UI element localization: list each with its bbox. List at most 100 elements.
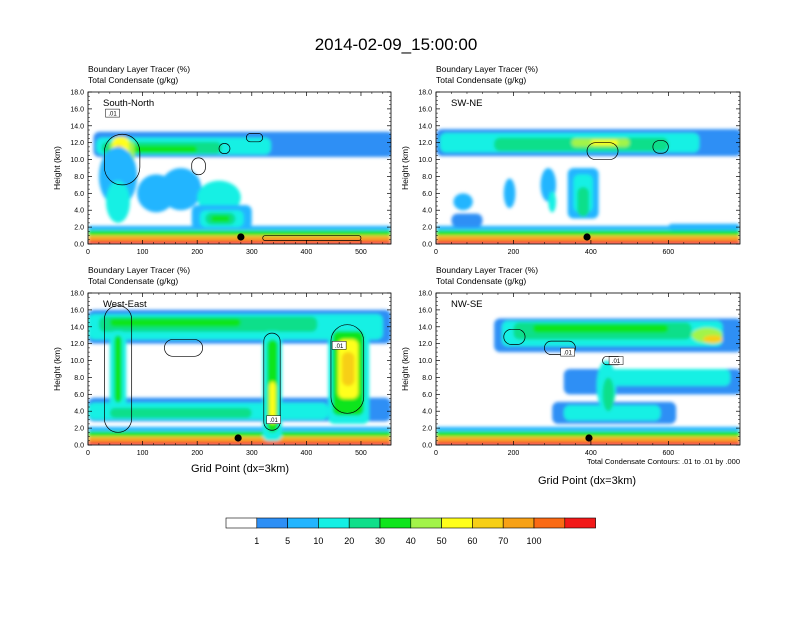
legend-label: 1 xyxy=(254,536,259,546)
y-tick-label: 4.0 xyxy=(422,409,432,416)
location-marker xyxy=(234,434,242,442)
field-blob xyxy=(114,335,122,403)
legend-swatch xyxy=(379,517,412,529)
legend-label: 5 xyxy=(285,536,290,546)
y-tick-label: 4.0 xyxy=(422,208,432,215)
contour-line xyxy=(544,340,576,355)
contour-line xyxy=(218,143,231,154)
field-blob xyxy=(436,441,740,445)
contour-line xyxy=(104,133,141,186)
field-blob xyxy=(548,191,557,213)
legend-label: 30 xyxy=(375,536,385,546)
contour-line xyxy=(245,133,264,143)
y-tick-label: 16.0 xyxy=(418,307,432,314)
field-blob xyxy=(106,180,131,223)
y-tick-label: 0.0 xyxy=(422,443,432,450)
y-tick-label: 18.0 xyxy=(70,90,84,97)
contour-label: .01 xyxy=(335,344,344,350)
contour-label-box xyxy=(105,108,120,118)
x-tick-label: 300 xyxy=(246,249,258,256)
y-tick-label: 10.0 xyxy=(70,358,84,365)
y-tick-label: 0.0 xyxy=(74,242,84,249)
x-axis-label-right: Grid Point (dx=3km) xyxy=(538,475,636,487)
field-blob xyxy=(563,405,661,421)
panel-title-line1: Boundary Layer Tracer (%) xyxy=(436,64,538,74)
y-tick-label: 12.0 xyxy=(70,140,84,147)
x-tick-label: 0 xyxy=(86,450,90,457)
contours: .01 xyxy=(104,108,362,241)
field-blob xyxy=(598,369,731,386)
y-tick-label: 6.0 xyxy=(74,191,84,198)
y-tick-label: 4.0 xyxy=(74,208,84,215)
field-blob xyxy=(88,441,391,445)
legend-label: 70 xyxy=(498,536,508,546)
field-blob xyxy=(269,381,276,424)
contour-label-box xyxy=(266,415,281,424)
field-blob xyxy=(668,223,740,231)
legend-swatch xyxy=(533,517,566,529)
filled-field xyxy=(88,293,391,445)
field-blob xyxy=(88,230,391,236)
y-tick-label: 14.0 xyxy=(70,123,84,130)
contour-line xyxy=(330,324,365,414)
field-blob xyxy=(436,426,740,432)
location-marker xyxy=(585,434,593,442)
field-blob xyxy=(341,352,355,386)
y-tick-label: 8.0 xyxy=(74,375,84,382)
x-tick-label: 300 xyxy=(246,450,258,457)
y-axis-label: Height (km) xyxy=(52,146,62,190)
field-blob xyxy=(451,213,483,228)
filled-field xyxy=(436,293,740,445)
x-tick-label: 200 xyxy=(508,450,520,457)
x-tick-label: 200 xyxy=(191,450,203,457)
contour-line xyxy=(263,332,281,431)
contour-label-box xyxy=(608,356,624,365)
panel-title-line2: Total Condensate (g/kg) xyxy=(88,276,178,286)
color-legend: 1 5 10 20 30 40 50 60 70 100 xyxy=(225,517,596,546)
field-blob xyxy=(577,187,589,217)
location-marker xyxy=(237,233,245,241)
filled-field xyxy=(88,92,391,244)
y-tick-label: 2.0 xyxy=(422,225,432,232)
y-tick-label: 14.0 xyxy=(70,324,84,331)
section-label: NW-SE xyxy=(451,299,483,310)
y-axis-label: Height (km) xyxy=(52,347,62,391)
contour-line xyxy=(503,328,526,345)
legend-swatch xyxy=(318,517,350,529)
contour-label: .01 xyxy=(269,418,278,424)
y-tick-label: 18.0 xyxy=(418,291,432,298)
panel-title-line1: Boundary Layer Tracer (%) xyxy=(436,265,538,275)
x-tick-label: 200 xyxy=(508,249,520,256)
contours: .01 .01 xyxy=(503,328,624,366)
y-tick-label: 14.0 xyxy=(418,123,432,130)
contour-label-box xyxy=(560,347,575,357)
contour-label: .01 xyxy=(612,359,621,365)
y-tick-label: 18.0 xyxy=(418,90,432,97)
x-tick-label: 600 xyxy=(663,249,675,256)
y-tick-label: 8.0 xyxy=(422,375,432,382)
field-blob xyxy=(602,377,615,412)
legend-swatch xyxy=(410,517,442,529)
field-blob xyxy=(436,230,740,236)
legend-swatch xyxy=(441,517,473,529)
y-tick-label: 10.0 xyxy=(70,157,84,164)
contour-line xyxy=(191,157,206,176)
panel-south-north: Boundary Layer Tracer (%)Total Condensat… xyxy=(52,64,392,256)
field-blob xyxy=(453,193,473,211)
y-tick-label: 2.0 xyxy=(422,426,432,433)
y-tick-label: 16.0 xyxy=(418,106,432,113)
contours: .01 .01 xyxy=(104,305,365,433)
section-label: South-North xyxy=(103,98,154,109)
y-tick-label: 8.0 xyxy=(422,174,432,181)
x-tick-label: 500 xyxy=(355,450,367,457)
y-tick-label: 14.0 xyxy=(418,324,432,331)
legend-label: 50 xyxy=(437,536,447,546)
x-tick-label: 200 xyxy=(191,249,203,256)
contour-line xyxy=(104,305,133,433)
y-tick-label: 12.0 xyxy=(418,341,432,348)
contour-label-box xyxy=(331,341,347,350)
field-blob xyxy=(109,407,252,418)
field-blob xyxy=(436,225,740,231)
field-blob xyxy=(532,324,669,333)
